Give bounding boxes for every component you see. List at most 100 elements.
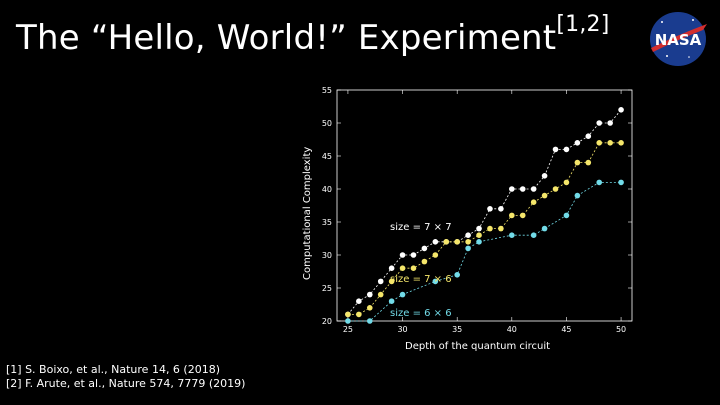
data-point-series-1 [487,225,493,232]
data-point-series-2 [476,239,482,245]
data-point-series-0 [366,291,373,298]
reference-1: [1] S. Boixo, et al., Nature 14, 6 (2018… [6,363,221,376]
data-point-series-0 [509,186,515,192]
data-point-series-2 [432,278,439,285]
data-point-series-0 [541,173,548,179]
slide-title-text: The “Hello, World!” Experiment [16,18,557,58]
data-point-series-0 [552,146,559,153]
data-point-series-1 [563,179,570,186]
y-tick-label: 30 [322,251,332,260]
nasa-logo: NASA [650,12,707,66]
data-point-series-0 [487,206,493,212]
data-point-series-2 [399,291,406,298]
y-tick-label: 50 [322,119,332,128]
data-point-series-1 [574,159,581,166]
data-point-series-1 [476,232,482,238]
y-tick-label: 40 [322,185,332,194]
x-tick-label: 30 [397,325,407,334]
data-point-series-1 [585,159,592,166]
data-point-series-0 [476,225,482,232]
data-point-series-2 [618,179,624,186]
data-point-series-0 [563,146,570,153]
series-label-6x6: size = 6 × 6 [390,308,452,319]
x-tick-label: 25 [343,325,353,334]
data-point-series-2 [574,192,581,199]
data-point-series-2 [366,318,373,324]
data-point-series-1 [399,265,406,272]
data-point-series-0 [596,120,603,126]
data-point-series-2 [454,272,460,278]
data-point-series-2 [563,212,570,219]
data-point-series-0 [498,206,504,212]
x-tick-label: 40 [507,325,517,334]
y-tick-label: 20 [322,317,332,326]
nasa-logo-wordmark: NASA [655,31,702,49]
data-point-series-1 [421,258,428,265]
x-tick-label: 50 [616,325,626,334]
data-point-series-1 [618,140,624,146]
data-point-series-0 [421,245,428,252]
data-point-series-1 [541,192,548,199]
data-point-series-1 [519,212,526,219]
slide-title: The “Hello, World!” Experiment[1,2] [16,12,610,58]
series-line-2 [347,181,622,322]
data-point-series-0 [465,232,471,238]
data-point-series-0 [530,186,537,192]
data-point-series-1 [596,140,603,146]
series-lines [347,109,622,322]
x-axis-ticks: 25 30 35 40 45 50 [343,90,626,334]
data-point-series-0 [399,252,406,258]
data-point-series-2 [465,245,471,252]
data-point-series-1 [356,311,362,318]
x-axis-label: Depth of the quantum circuit [405,341,550,352]
series-label-7x7: size = 7 × 7 [390,222,452,233]
data-point-series-0 [388,265,395,272]
data-point-series-0 [356,298,362,305]
data-point-series-1 [345,311,351,318]
series-line-1 [347,142,622,315]
data-point-series-1 [454,239,460,245]
data-point-series-1 [432,252,439,258]
data-point-series-1 [388,278,395,285]
data-point-series-1 [607,140,613,146]
series-label-7x6: size = 7 × 6 [390,274,452,285]
data-point-series-1 [410,265,417,272]
series-points [345,107,624,324]
data-point-series-0 [585,133,592,139]
data-point-series-1 [498,225,504,232]
data-point-series-2 [345,318,351,324]
y-tick-label: 25 [322,284,332,293]
plot-frame [336,89,633,322]
data-point-series-2 [541,225,548,232]
data-point-series-2 [530,232,537,238]
data-point-series-0 [618,107,624,113]
data-point-series-1 [366,305,373,311]
data-point-series-1 [530,199,537,205]
data-point-series-2 [388,298,395,305]
y-tick-label: 35 [322,218,332,227]
x-tick-label: 35 [452,325,462,334]
x-tick-label: 45 [561,325,571,334]
reference-2: [2] F. Arute, et al., Nature 574, 7779 (… [6,377,246,390]
data-point-series-0 [410,252,417,258]
data-point-series-1 [465,239,471,245]
references: [1] S. Boixo, et al., Nature 14, 6 (2018… [6,363,245,391]
data-point-series-2 [596,179,603,186]
data-point-series-1 [552,186,559,192]
data-point-series-0 [377,278,384,285]
data-point-series-1 [443,239,450,245]
y-tick-label: 55 [322,86,332,95]
y-axis-label: Computational Complexity [302,147,313,280]
data-point-series-0 [574,140,581,146]
data-point-series-1 [377,291,384,298]
data-point-series-1 [509,212,515,219]
data-point-series-0 [607,120,613,126]
data-point-series-0 [519,186,526,192]
y-tick-label: 45 [322,152,332,161]
data-point-series-2 [509,232,515,238]
series-line-0 [347,109,622,315]
y-axis-ticks: 20 25 30 35 40 45 50 55 [322,86,632,326]
data-point-series-0 [432,239,439,245]
slide-title-citation: [1,2] [556,12,610,37]
